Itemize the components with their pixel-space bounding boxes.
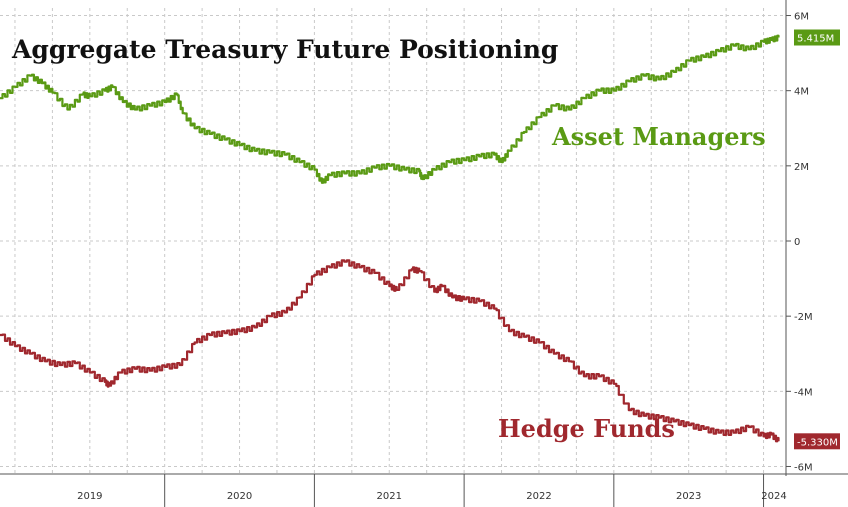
y-tick-label: 0 [794, 237, 800, 248]
series-label-asset-managers: Asset Managers [551, 122, 766, 151]
last-value-label: 5.415M [797, 34, 834, 45]
last-value-badge [794, 29, 840, 46]
x-tick-label: 2020 [227, 491, 252, 502]
series-line-hedge-funds [0, 259, 780, 443]
x-tick-label: 2024 [761, 491, 786, 502]
y-tick-label: -2M [794, 312, 813, 323]
last-value-label: -5.330M [797, 437, 838, 448]
x-tick-label: 2022 [526, 491, 551, 502]
series-label-hedge-funds: Hedge Funds [498, 414, 675, 443]
x-tick-label: 2023 [676, 491, 701, 502]
y-tick-label: 6M [794, 12, 809, 23]
chart-title: Aggregate Treasury Future Positioning [11, 35, 558, 64]
y-tick-label: -4M [794, 387, 813, 398]
y-tick-label: 2M [794, 162, 809, 173]
series-line-asset-managers [0, 34, 780, 184]
last-value-badge [794, 433, 840, 450]
x-tick-label: 2019 [77, 491, 102, 502]
y-tick-label: -6M [794, 462, 813, 473]
x-tick-label: 2021 [377, 491, 402, 502]
y-tick-label: 4M [794, 87, 809, 98]
